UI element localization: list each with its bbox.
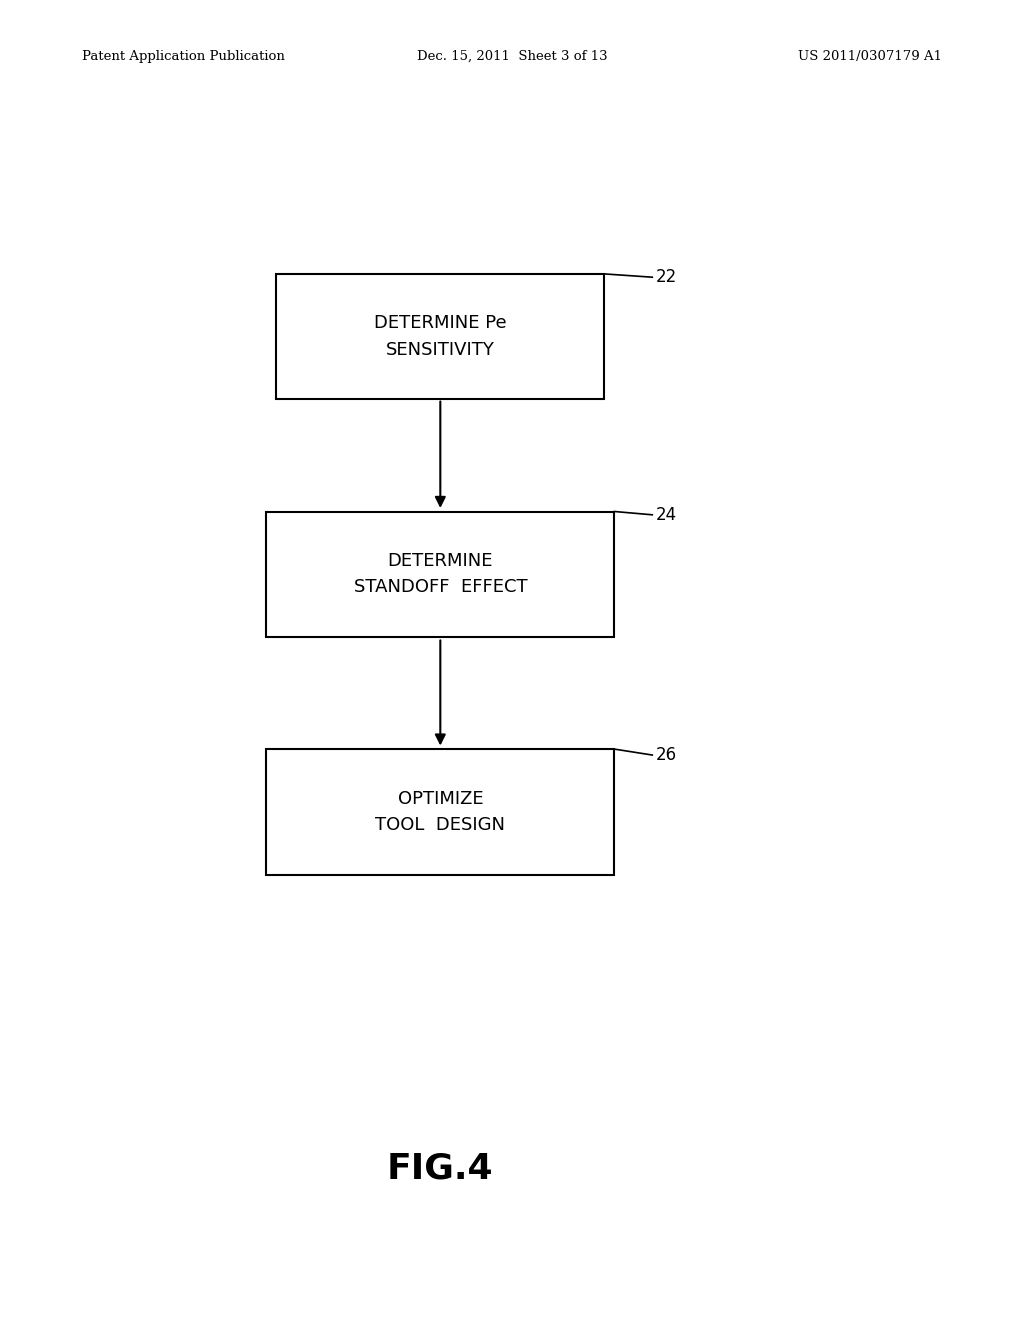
- Text: DETERMINE
STANDOFF  EFFECT: DETERMINE STANDOFF EFFECT: [353, 552, 527, 597]
- Text: Patent Application Publication: Patent Application Publication: [82, 50, 285, 63]
- Text: 24: 24: [655, 506, 677, 524]
- Text: 22: 22: [655, 268, 677, 286]
- Text: DETERMINE Pe
SENSITIVITY: DETERMINE Pe SENSITIVITY: [374, 314, 507, 359]
- Text: 26: 26: [655, 746, 677, 764]
- Bar: [266, 512, 614, 638]
- Text: FIG.4: FIG.4: [387, 1151, 494, 1185]
- Text: US 2011/0307179 A1: US 2011/0307179 A1: [798, 50, 942, 63]
- Bar: [276, 275, 604, 399]
- Text: OPTIMIZE
TOOL  DESIGN: OPTIMIZE TOOL DESIGN: [376, 789, 505, 834]
- Text: Dec. 15, 2011  Sheet 3 of 13: Dec. 15, 2011 Sheet 3 of 13: [417, 50, 607, 63]
- Bar: [266, 750, 614, 874]
